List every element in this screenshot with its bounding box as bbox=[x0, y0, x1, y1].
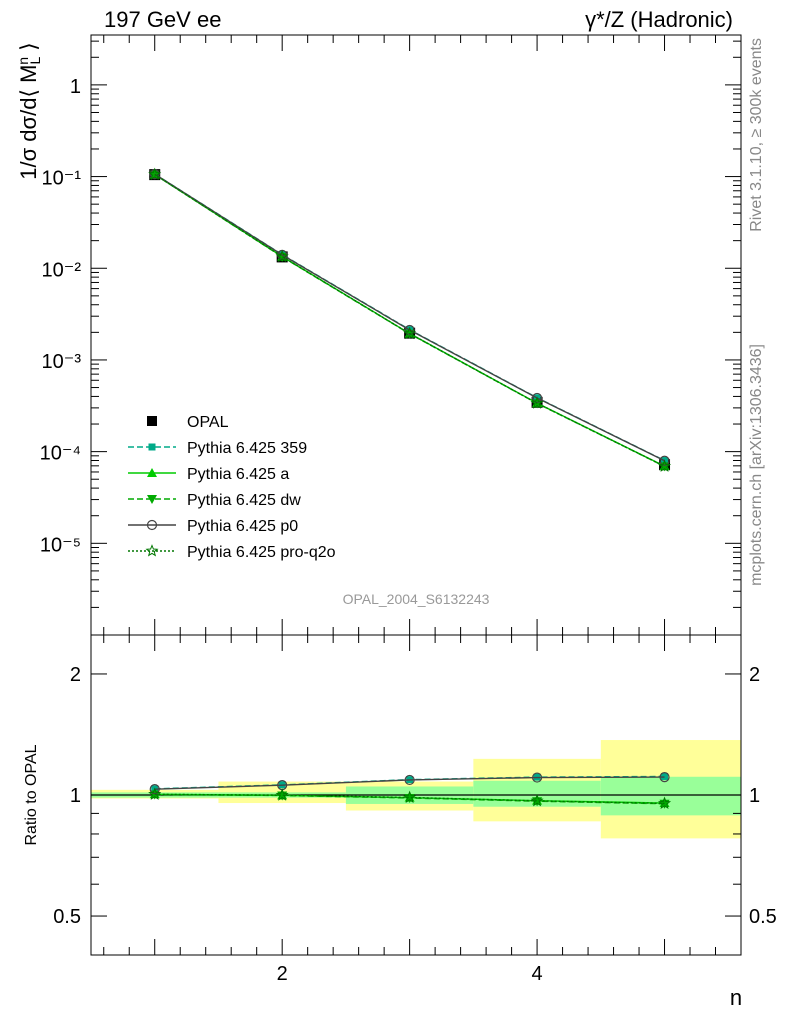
ratio-point bbox=[659, 771, 670, 783]
y-tick-label: 10⁻³ bbox=[42, 351, 82, 373]
ratio-y-tick-label-right: 0.5 bbox=[749, 906, 777, 928]
y-tick-label: 10⁻⁴ bbox=[40, 443, 81, 465]
y-tick-label: 1 bbox=[70, 76, 81, 98]
analysis-label: OPAL_2004_S6132243 bbox=[343, 591, 490, 607]
ratio-panel: 0.5 0.5 1 1 2 2 2 4 bbox=[53, 634, 777, 985]
series-line bbox=[154, 173, 665, 462]
data-point bbox=[403, 326, 417, 340]
y-tick-label: 10⁻² bbox=[42, 259, 82, 281]
ratio-point bbox=[661, 772, 669, 780]
ratio-point bbox=[658, 796, 672, 809]
header-right: γ*/Z (Hadronic) bbox=[585, 7, 733, 32]
legend-label: Pythia 6.425 359 bbox=[187, 440, 307, 457]
ratio-point bbox=[531, 772, 543, 783]
ratio-point bbox=[149, 784, 160, 795]
ratio-y-tick-label-left: 0.5 bbox=[53, 906, 81, 928]
legend-marker bbox=[147, 468, 157, 477]
ratio-y-tick-label-right: 1 bbox=[749, 785, 760, 807]
legend-marker bbox=[147, 416, 157, 426]
data-point bbox=[531, 392, 543, 404]
legend: OPAL Pythia 6.425 359 Pythia 6.425 a Pythia… bbox=[128, 414, 336, 561]
legend-marker bbox=[145, 544, 159, 557]
main-ylabel: 1/σ dσ/d⟨ MLn ⟩ bbox=[15, 42, 43, 180]
legend-label: Pythia 6.425 dw bbox=[187, 492, 301, 509]
ratio-point bbox=[404, 793, 415, 803]
main-panel: 10⁻⁵ 10⁻⁴ 10⁻³ 10⁻² 10⁻¹ 1 bbox=[40, 34, 742, 636]
y-tick-label: 10⁻¹ bbox=[42, 168, 82, 190]
data-point bbox=[530, 396, 544, 409]
legend-marker bbox=[146, 519, 158, 531]
ratio-point bbox=[530, 794, 544, 807]
ratio-y-tick-label-left: 1 bbox=[70, 785, 81, 807]
legend-label: Pythia 6.425 pro-q2o bbox=[187, 544, 336, 561]
series-line bbox=[154, 173, 665, 467]
ratio-line bbox=[154, 793, 665, 805]
x-tick-label: 2 bbox=[277, 963, 288, 985]
series-line bbox=[154, 173, 665, 462]
rivet-label: Rivet 3.1.10, ≥ 300k events bbox=[748, 38, 765, 232]
header-left: 197 GeV ee bbox=[104, 7, 221, 32]
ratio-point bbox=[403, 790, 417, 804]
ratio-point bbox=[275, 788, 289, 801]
ratio-y-tick-label-left: 2 bbox=[70, 664, 81, 686]
data-point bbox=[658, 459, 672, 472]
data-point bbox=[148, 167, 162, 181]
legend-marker bbox=[148, 443, 156, 451]
mcplots-label: mcplots.cern.ch [arXiv:1306.3436] bbox=[748, 344, 765, 586]
x-tick-label: 4 bbox=[532, 963, 543, 985]
ratio-point bbox=[148, 787, 162, 800]
y-tick-label: 10⁻⁵ bbox=[40, 534, 81, 556]
legend-label: Pythia 6.425 p0 bbox=[187, 518, 298, 535]
data-point bbox=[404, 324, 415, 336]
ratio-point bbox=[404, 774, 415, 786]
ratio-line bbox=[154, 776, 665, 790]
ratio-ylabel: Ratio to OPAL bbox=[23, 744, 40, 845]
error-band-inner bbox=[600, 776, 741, 816]
legend-marker bbox=[147, 495, 157, 504]
data-point bbox=[659, 455, 670, 466]
data-point bbox=[275, 249, 289, 263]
legend-label: Pythia 6.425 a bbox=[187, 466, 289, 483]
legend-label: OPAL bbox=[187, 414, 229, 431]
x-axis-label: n bbox=[730, 985, 742, 1010]
ratio-y-tick-label-right: 2 bbox=[749, 664, 760, 686]
